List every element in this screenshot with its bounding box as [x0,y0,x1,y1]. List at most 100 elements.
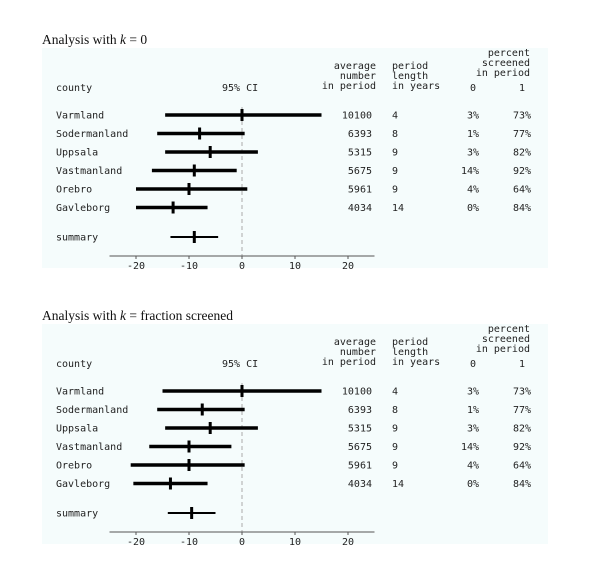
average-number-value: 5675 [348,166,372,177]
period-length-value: 9 [392,166,398,177]
county-label: Orebro [56,185,92,196]
county-column-header: county [56,83,92,94]
caption-variable: k [120,32,127,47]
x-axis-tick-label: -20 [127,537,145,548]
caption-suffix: = fraction screened [126,308,233,323]
county-label: Vastmanland [56,166,122,177]
caption-variable: k [120,308,127,323]
percent-1-value: 92% [513,166,531,177]
forest-plot-panel-2: county 95% CI average number in period period… [42,324,548,548]
x-axis-tick-label: -10 [180,537,198,548]
average-number-value: 6393 [348,405,372,416]
percent-0-value: 4% [467,461,479,472]
average-number-value: 5315 [348,424,372,435]
x-axis-tick-label: -20 [127,261,145,272]
period-length-header-line: length [392,347,428,358]
x-axis-tick-label: 0 [239,261,245,272]
percent-1-value: 73% [513,387,531,398]
average-number-header-line: average [334,61,376,72]
county-column-header: county [56,359,92,370]
percent-0-value: 4% [467,185,479,196]
average-number-value: 10100 [342,111,372,122]
average-number-header-line: number [340,71,376,82]
percent-1-value: 77% [513,405,531,416]
percent-0-value: 3% [467,387,479,398]
period-length-header-line: length [392,71,428,82]
period-length-value: 14 [392,479,404,490]
average-number-value: 4034 [348,479,372,490]
x-axis-tick-label: -10 [180,261,198,272]
percent-screened-header-line: percent [488,48,530,59]
average-number-value: 5315 [348,148,372,159]
panel-2-caption: Analysis with k = fraction screened [42,308,233,324]
percent-0-value: 14% [461,166,479,177]
percent-screened-header-line: in period [476,68,530,79]
average-number-value: 5961 [348,461,372,472]
percent-1-subheader: 1 [519,359,525,370]
period-length-value: 14 [392,203,404,214]
county-label: Varmland [56,387,104,398]
percent-0-subheader: 0 [470,359,476,370]
percent-1-value: 84% [513,203,531,214]
summary-label: summary [56,233,98,244]
period-length-value: 9 [392,424,398,435]
county-label: Uppsala [56,148,98,159]
ci-column-header: 95% CI [222,359,258,370]
percent-0-value: 3% [467,148,479,159]
period-length-value: 9 [392,185,398,196]
county-label: Orebro [56,461,92,472]
percent-1-value: 64% [513,185,531,196]
county-label: Varmland [56,111,104,122]
period-length-header-line: in years [392,357,440,368]
average-number-header-line: number [340,347,376,358]
percent-0-value: 0% [467,479,479,490]
county-label: Sodermanland [56,405,128,416]
period-length-header-line: in years [392,81,440,92]
percent-1-value: 82% [513,424,531,435]
x-axis-tick-label: 20 [342,537,354,548]
percent-1-value: 92% [513,442,531,453]
percent-0-value: 3% [467,424,479,435]
percent-0-value: 3% [467,111,479,122]
period-length-value: 9 [392,442,398,453]
period-length-value: 8 [392,129,398,140]
percent-0-value: 14% [461,442,479,453]
average-number-header-line: in period [322,81,376,92]
percent-1-value: 64% [513,461,531,472]
average-number-value: 6393 [348,129,372,140]
percent-1-subheader: 1 [519,83,525,94]
average-number-value: 4034 [348,203,372,214]
percent-1-value: 82% [513,148,531,159]
percent-1-value: 84% [513,479,531,490]
x-axis-tick-label: 20 [342,261,354,272]
x-axis-tick-label: 0 [239,537,245,548]
average-number-value: 5961 [348,185,372,196]
percent-screened-header-line: in period [476,344,530,355]
summary-label: summary [56,509,98,520]
percent-screened-header-line: screened [482,334,530,345]
caption-prefix: Analysis with [42,308,121,323]
percent-0-value: 0% [467,203,479,214]
county-label: Vastmanland [56,442,122,453]
period-length-value: 9 [392,148,398,159]
caption-suffix: = 0 [126,32,148,47]
x-axis-tick-label: 10 [289,537,301,548]
average-number-header-line: average [334,337,376,348]
percent-1-value: 77% [513,129,531,140]
percent-0-value: 1% [467,129,479,140]
percent-screened-header-line: screened [482,58,530,69]
period-length-header-line: period [392,337,428,348]
county-label: Gavleborg [56,479,110,490]
average-number-value: 5675 [348,442,372,453]
period-length-value: 8 [392,405,398,416]
county-label: Uppsala [56,424,98,435]
panel-1-caption: Analysis with k = 0 [42,32,147,48]
forest-plot-panel-1: county 95% CI average number in period period… [42,48,548,272]
average-number-header-line: in period [322,357,376,368]
period-length-value: 9 [392,461,398,472]
county-label: Sodermanland [56,129,128,140]
percent-0-subheader: 0 [470,83,476,94]
period-length-value: 4 [392,387,398,398]
